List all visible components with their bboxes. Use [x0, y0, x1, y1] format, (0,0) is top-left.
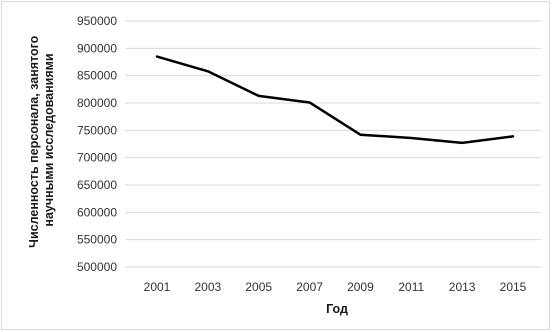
x-axis-title: Год	[326, 302, 348, 316]
y-tick-label: 800000	[77, 96, 117, 110]
y-axis-title-line-1: Численность персонала, занятого	[27, 35, 41, 247]
y-tick-label: 550000	[77, 233, 117, 247]
x-tick-label: 2005	[245, 280, 272, 294]
series-line	[155, 55, 515, 145]
gridlines	[125, 20, 541, 268]
x-tick-label: 2013	[449, 280, 476, 294]
x-tick-label: 2011	[398, 280, 424, 294]
x-tick-label: 2007	[296, 280, 323, 294]
y-axis-title: Численность персонала, занятого научными…	[27, 32, 56, 248]
y-tick-label: 500000	[77, 260, 117, 274]
x-tick-label: 2009	[347, 280, 374, 294]
series-group	[155, 55, 515, 145]
y-tick-labels: 500000 550000 600000 650000 700000 750000 8000…	[77, 14, 117, 274]
x-tick-labels: 2001 2003 2005 2007 2009 2011 2013 2015	[144, 280, 527, 294]
y-tick-label: 900000	[77, 41, 117, 55]
x-tick-label: 2003	[195, 280, 222, 294]
y-tick-label: 650000	[77, 178, 117, 192]
y-tick-label: 950000	[77, 14, 117, 28]
x-tick-label: 2001	[144, 280, 171, 294]
y-tick-label: 600000	[77, 205, 117, 219]
y-axis-title-line-2: научными исследованиями	[42, 53, 56, 226]
y-tick-label: 750000	[77, 123, 117, 137]
x-tick-label: 2015	[500, 280, 527, 294]
y-tick-label: 700000	[77, 151, 117, 165]
y-tick-label: 850000	[77, 69, 117, 83]
